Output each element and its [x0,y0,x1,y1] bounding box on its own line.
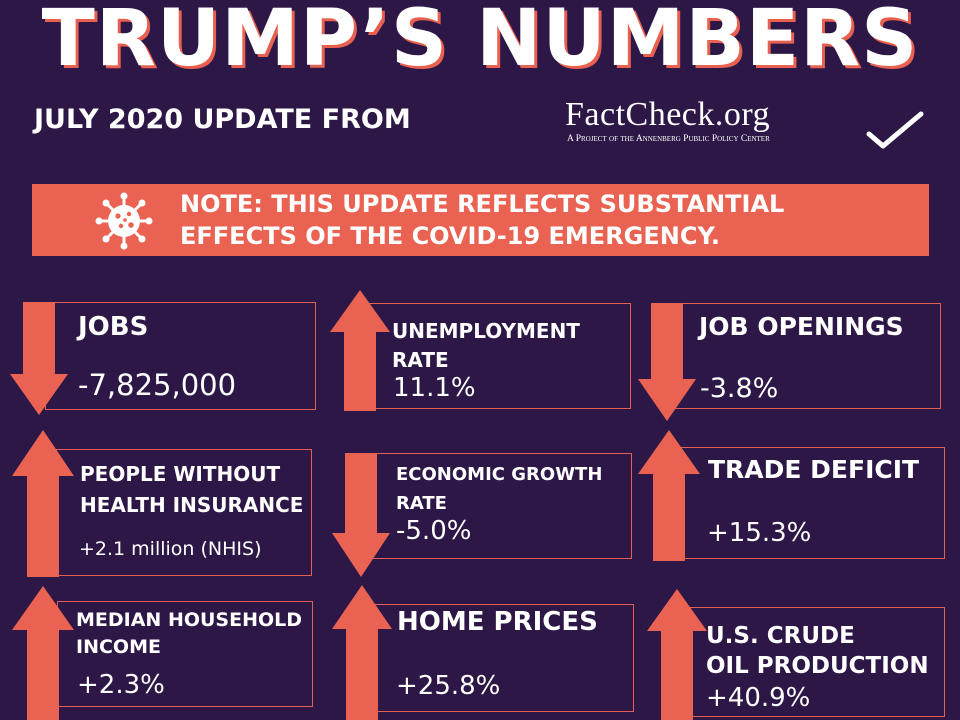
covid-note-banner: NOTE: THIS UPDATE REFLECTS SUBSTANTIAL E… [32,184,929,256]
home-prices-label: HOME PRICES [397,607,598,637]
logo-text: FactCheck.org [565,96,771,133]
people-without-health-insurance-label-line-1: PEOPLE WITHOUT [80,462,281,486]
down-arrow-icon [10,302,68,415]
median-household-income-label-line-2: INCOME [76,636,161,658]
home-prices-value: +25.8% [396,671,501,701]
up-arrow-icon [12,430,74,577]
unemployment-rate-label-line-2: RATE [392,348,449,372]
page-title: TRUMP’S NUMBERS [41,0,919,84]
job-openings-value: -3.8% [700,373,779,404]
note-text: NOTE: THIS UPDATE REFLECTS SUBSTANTIAL E… [180,188,920,252]
median-household-income-label-line-1: MEDIAN HOUSEHOLD [76,609,303,631]
people-without-health-insurance-label: PEOPLE WITHOUT HEALTH INSURANCE [80,459,303,521]
trade-deficit-label: TRADE DEFICIT [708,455,920,484]
update-subtitle: JULY 2020 UPDATE FROM [34,104,411,135]
up-arrow-icon [330,290,390,411]
economic-growth-rate-label-line-1: ECONOMIC GROWTH [396,464,603,485]
unemployment-rate-label-line-1: UNEMPLOYMENT [392,319,580,343]
people-without-health-insurance-value: +2.1 million (NHIS) [79,538,262,560]
checkmark-icon [866,111,924,149]
median-household-income-label: MEDIAN HOUSEHOLD INCOME [76,607,302,661]
us-crude-oil-production-label: U.S. CRUDE OIL PRODUCTION [706,621,929,681]
jobs-value: -7,825,000 [78,368,237,402]
note-line-1: NOTE: THIS UPDATE REFLECTS SUBSTANTIAL [180,190,785,218]
people-without-health-insurance-label-line-2: HEALTH INSURANCE [80,493,304,517]
virus-icon [95,192,153,250]
economic-growth-rate-value: -5.0% [396,516,472,546]
up-arrow-icon [638,430,700,561]
us-crude-oil-production-value: +40.9% [706,683,811,713]
down-arrow-icon [638,303,696,421]
economic-growth-rate-label: ECONOMIC GROWTH RATE [396,460,602,518]
up-arrow-icon [12,586,74,720]
jobs-label: JOBS [78,312,149,342]
factcheck-logo: FactCheck.org A Project of the Annenberg… [565,96,925,156]
job-openings-label: JOB OPENINGS [699,312,904,341]
logo-tagline: A Project of the Annenberg Public Policy… [567,134,770,144]
up-arrow-icon [332,585,392,720]
economic-growth-rate-label-line-2: RATE [396,493,447,514]
note-line-2: EFFECTS OF THE COVID-19 EMERGENCY. [180,222,720,250]
unemployment-rate-value: 11.1% [393,373,476,403]
median-household-income-value: +2.3% [77,670,165,700]
us-crude-oil-production-label-line-1: U.S. CRUDE [706,623,855,649]
down-arrow-icon [332,453,390,577]
unemployment-rate-label: UNEMPLOYMENT RATE [392,317,580,375]
up-arrow-icon [647,589,707,720]
us-crude-oil-production-label-line-2: OIL PRODUCTION [706,653,929,679]
trade-deficit-value: +15.3% [707,518,812,548]
